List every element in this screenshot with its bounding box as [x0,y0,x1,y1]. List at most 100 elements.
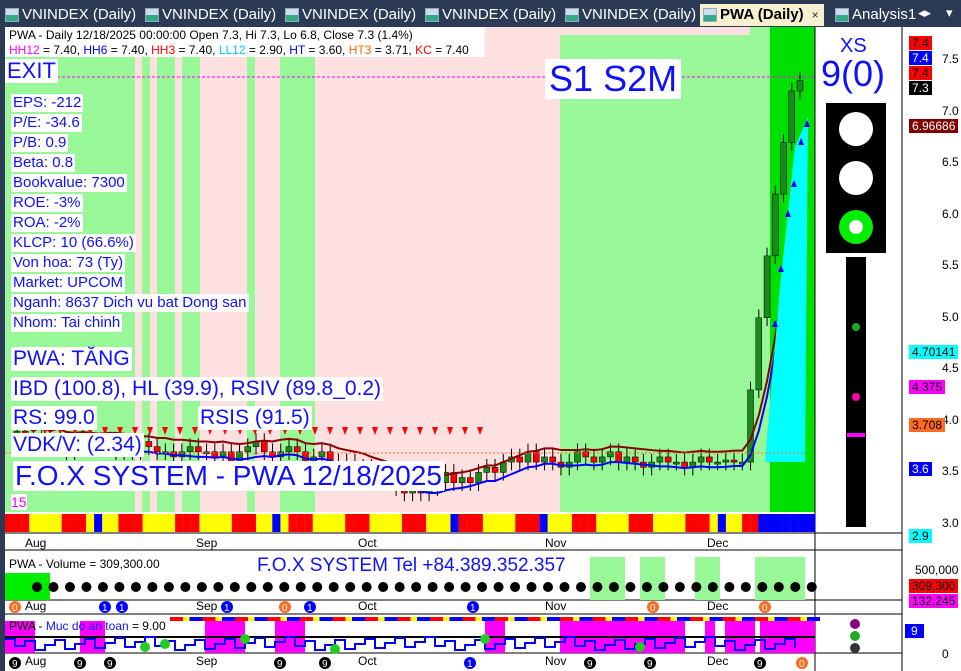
candle [195,446,202,453]
marker-text: 9 [77,659,83,670]
volume-dot [295,582,306,592]
tab-5[interactable]: PWA (Daily) × [700,4,824,26]
safety-bar-cell [696,617,703,621]
safety-bar-cell [514,617,521,621]
month-label: Dec [707,654,729,668]
volume-tag: 309,300 [909,579,959,593]
xs-count: 9(0) [821,53,886,94]
volume-dot [81,582,92,592]
status-bar-cell [215,514,224,532]
status-bar-cell [450,514,459,532]
safety-bar-cell [527,617,534,621]
tab-0[interactable]: VNINDEX (Daily) [2,4,136,26]
watermark: F.O.X SYSTEM - PWA 12/18/2025 [13,460,444,491]
status-bar-cell [401,514,411,532]
candle [491,466,499,473]
indicator-name: HH6 [83,43,108,57]
status-bar-cell [806,514,816,532]
safety-bar-cell [306,617,313,621]
buy-arrow-icon [804,120,810,127]
candle [458,477,466,483]
tab-3[interactable]: VNINDEX (Daily) [422,4,556,26]
sell-arrow-icon [327,427,333,435]
sell-arrow-icon [417,427,423,435]
safety-bar-cell [339,617,346,621]
candle [261,441,268,453]
safety-bar-cell [228,617,235,621]
safety-dot [850,643,860,653]
candle [706,456,713,463]
fundamental-item: Nganh: 8637 Dich vu bat Dong san [11,294,249,312]
s1-label: S1 [549,58,594,99]
safety-bar-cell [371,617,378,621]
status-bar-cell [37,514,46,532]
candle [656,456,664,463]
price-tick: 4.0 [942,412,959,427]
buy-arrow-icon [772,320,778,327]
candle [590,456,598,463]
safety-bar-cell [501,617,508,621]
candle [475,472,482,483]
safety-bar-cell [683,617,690,621]
safety-bar-cell [313,617,320,621]
status-bar-cell [644,514,654,532]
status-bar-cell [264,514,273,532]
marker-text: 1 [467,659,473,670]
status-bar-cell [94,514,103,532]
light-middle [839,161,873,195]
status-bar-cell [677,514,686,532]
tab-1[interactable]: VNINDEX (Daily) [142,4,276,26]
candle [153,446,161,453]
marker-text: 9 [647,659,653,670]
volume-dot [674,582,685,592]
status-bar-cell [175,514,184,532]
volume-dot [262,582,273,592]
sell-arrow-icon [177,427,183,435]
fundamental-item: ROA: -2% [11,214,83,232]
volume-avg-tag: 132,245 [909,594,959,608]
fundamental-item: P/E: -34.6 [11,114,82,132]
safety-bar-cell [241,617,248,621]
status-bar-cell [418,514,427,532]
month-label: Aug [25,536,47,550]
status-bar-cell [725,514,735,532]
indicator-name: KC [415,43,432,57]
tab-2[interactable]: VNINDEX (Daily) [282,4,416,26]
status-bar-cell [256,514,265,532]
safety-tick: 0 [942,647,949,661]
candle [483,466,491,473]
volume-dot [378,582,389,592]
safety-bar-cell [540,617,547,621]
tab-6[interactable]: Analysis1 [832,4,916,26]
marker-text: 0 [799,659,805,670]
safety-dot [140,642,150,652]
safety-bar-cell [612,617,619,621]
close-tab-icon[interactable]: × [811,8,819,22]
safety-bar-cell [774,617,781,621]
safety-bar-cell [618,617,625,621]
candle [186,446,194,453]
safety-bar-cell [404,617,411,621]
safety-bar-cell [716,617,723,621]
sell-arrow-icon [462,427,468,435]
volume-dot [526,582,537,592]
volume-dot [592,582,603,592]
safety-bar-cell [651,617,658,621]
sell-arrow-icon [372,427,378,435]
safety-bar-cell [443,617,450,621]
status-bar-cell [580,514,589,532]
tab-menu-icon[interactable]: ▾ [946,5,953,20]
marker-text: 9 [757,659,763,670]
safety-bar-cell [703,617,710,621]
safety-bar-cell [462,617,469,621]
status-bar-cell [653,514,662,532]
status-bar-cell [21,514,30,532]
status-bar-cell [288,514,297,532]
safety-bar-cell [189,617,196,621]
status-bar-cell [555,514,564,532]
scroll-tabs-icon[interactable]: ◂▸ [918,5,932,20]
marker-icon [796,657,808,669]
tab-4[interactable]: VNINDEX (Daily) [562,4,696,26]
tab-label: VNINDEX (Daily) [442,6,557,23]
